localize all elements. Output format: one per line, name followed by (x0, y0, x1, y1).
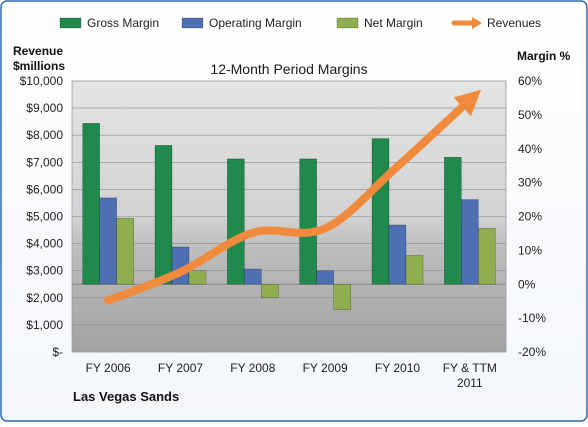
net-margin-legend-swatch (336, 17, 359, 29)
left-tick-label: $7,000 (26, 155, 63, 169)
revenues-legend-label: Revenues (487, 16, 541, 30)
right-tick-label: 0% (518, 277, 536, 291)
category-label: FY 2006 (86, 361, 131, 375)
left-tick-label: $10,000 (20, 74, 64, 88)
right-tick-label: 50% (518, 108, 542, 122)
left-tick-label: $- (52, 345, 63, 359)
right-tick-label: -20% (518, 345, 546, 359)
right-tick-label: 40% (518, 142, 542, 156)
left-tick-label: $4,000 (26, 237, 63, 251)
right-tick-label: 60% (518, 74, 542, 88)
legend: Gross Margin Operating Margin Net Margin Re… (59, 16, 541, 30)
net-margin-bar (333, 283, 351, 310)
left-tick-label: $9,000 (26, 101, 63, 115)
left-tick-label: $6,000 (26, 182, 63, 196)
chart-title: 12-Month Period Margins (210, 61, 367, 77)
right-tick-label: 10% (518, 243, 542, 257)
net-margin-bar (188, 270, 207, 285)
company-name: Las Vegas Sands (73, 389, 179, 404)
right-tick-label: 20% (518, 210, 542, 224)
operating-margin-legend-label: Operating Margin (209, 16, 302, 30)
left-tick-label: $8,000 (26, 128, 63, 142)
gross-margin-bar (227, 158, 245, 285)
category-label: FY 2007 (158, 361, 203, 375)
category-label: 2011 (457, 376, 483, 390)
operating-margin-bar (316, 270, 334, 285)
net-margin-bar (405, 255, 424, 285)
left-axis-label-line2: $millions (13, 59, 65, 73)
legend-arrow-icon (472, 17, 482, 29)
left-tick-label: $5,000 (26, 210, 63, 224)
category-label: FY 2008 (230, 361, 275, 375)
operating-margin-bar (461, 199, 479, 285)
gross-margin-bar (299, 158, 317, 285)
left-tick-label: $3,000 (26, 264, 63, 278)
operating-margin-bar (99, 197, 117, 285)
axis-labels: $- $1,000 $2,000 $3,000 $4,000 $5,000 $6,000 $7… (20, 74, 547, 390)
gross-margin-legend-swatch (59, 17, 82, 29)
net-margin-bar (116, 217, 134, 285)
revenues-line (104, 89, 482, 305)
operating-margin-bar (244, 268, 262, 285)
right-axis-label: Margin % (517, 49, 571, 63)
gross-margin-bar (444, 156, 462, 285)
left-tick-label: $2,000 (26, 291, 63, 305)
net-margin-legend-label: Net Margin (364, 16, 423, 30)
category-label: FY 2009 (303, 361, 348, 375)
category-label: FY 2010 (375, 361, 420, 375)
gross-margin-legend-label: Gross Margin (87, 16, 159, 30)
gross-margin-bar (82, 123, 100, 285)
right-tick-label: -10% (518, 311, 546, 325)
gridlines (72, 107, 506, 326)
left-axis-label-line1: Revenue (13, 44, 63, 58)
revenue-line-group (104, 89, 482, 305)
right-tick-label: 30% (518, 176, 542, 190)
operating-margin-bar (388, 224, 407, 285)
left-tick-label: $1,000 (26, 318, 63, 332)
gross-margin-bar (154, 145, 173, 285)
gross-margin-bar (371, 138, 390, 285)
operating-margin-legend-swatch (181, 17, 204, 29)
net-margin-bar (478, 228, 496, 285)
category-label: FY & TTM (443, 361, 497, 375)
net-margin-bar (261, 283, 279, 299)
